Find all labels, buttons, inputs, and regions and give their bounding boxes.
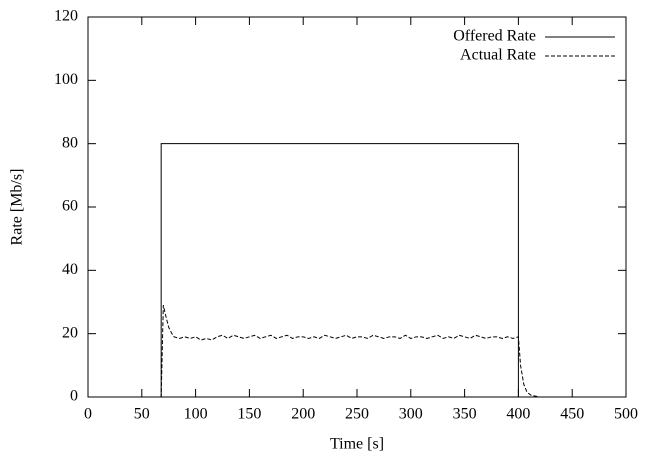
legend-label: Actual Rate xyxy=(460,47,536,64)
y-tick-label: 60 xyxy=(62,198,78,215)
x-axis-label: Time [s] xyxy=(330,436,384,453)
y-tick-label: 0 xyxy=(70,388,78,405)
x-tick-label: 300 xyxy=(399,406,423,423)
y-tick-label: 80 xyxy=(62,134,78,151)
y-tick-label: 100 xyxy=(54,71,78,88)
series-line xyxy=(88,305,605,398)
x-tick-label: 50 xyxy=(134,406,150,423)
y-tick-label: 20 xyxy=(62,324,78,341)
x-tick-label: 150 xyxy=(237,406,261,423)
x-tick-label: 0 xyxy=(84,406,92,423)
x-tick-label: 400 xyxy=(506,406,530,423)
series-line xyxy=(88,143,605,398)
plot-frame xyxy=(87,16,627,398)
y-tick-label: 120 xyxy=(54,8,78,25)
x-tick-label: 250 xyxy=(345,406,369,423)
x-tick-label: 500 xyxy=(614,406,638,423)
x-tick-label: 350 xyxy=(453,406,477,423)
x-tick-label: 200 xyxy=(291,406,315,423)
y-axis-label: Rate [Mb/s] xyxy=(9,169,26,246)
legend-label: Offered Rate xyxy=(453,28,536,45)
x-tick-label: 100 xyxy=(184,406,208,423)
y-tick-label: 40 xyxy=(62,261,78,278)
x-tick-label: 450 xyxy=(560,406,584,423)
